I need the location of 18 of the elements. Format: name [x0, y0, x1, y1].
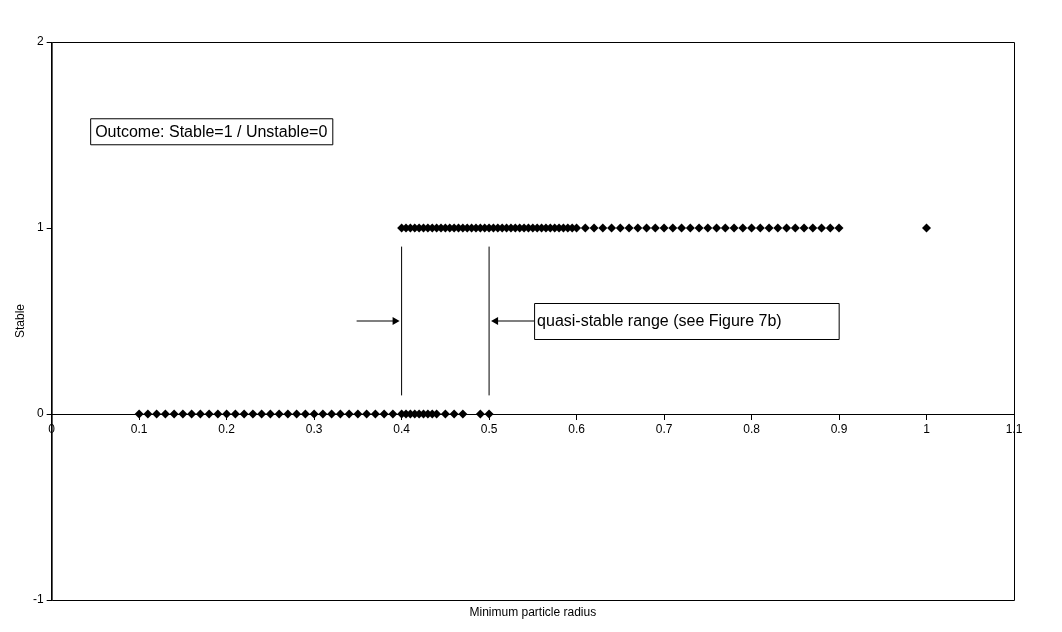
x-tick-label: 0.5: [480, 421, 498, 436]
y-tick-label: 0: [36, 406, 44, 421]
x-tick-label: 0.9: [830, 421, 848, 436]
y-tick-label: 2: [36, 34, 44, 49]
y-axis-title: Stable: [13, 303, 27, 339]
x-tick-label: 0.4: [393, 421, 411, 436]
x-tick-label: 0.8: [743, 421, 761, 436]
x-tick-label: 0.1: [130, 421, 148, 436]
x-axis-title: Minimum particle radius: [469, 605, 597, 619]
annotation: Outcome: Stable=1 / Unstable=0: [95, 122, 328, 140]
x-tick-label: 0.7: [655, 421, 673, 436]
y-tick-label: 1: [36, 220, 44, 235]
x-tick-label: 0.6: [568, 421, 586, 436]
x-tick-label: 0.3: [305, 421, 323, 436]
x-tick-label: 0.2: [218, 421, 236, 436]
annotation: quasi-stable range (see Figure 7b): [537, 312, 782, 330]
y-tick-label: -1: [33, 592, 44, 607]
x-tick-label: 1: [923, 421, 931, 436]
